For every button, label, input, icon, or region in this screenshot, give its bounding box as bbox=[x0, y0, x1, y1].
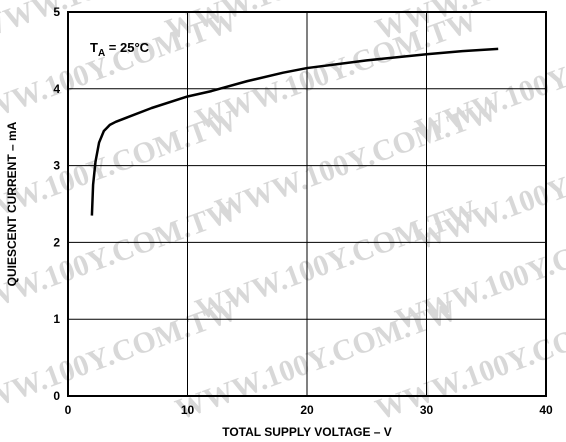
x-tick-label: 0 bbox=[65, 403, 72, 417]
annotation: TA = 25°C bbox=[90, 40, 150, 59]
x-tick-label: 20 bbox=[300, 403, 314, 417]
watermarks: WWW.100Y.COM.TWWWW.100Y.COM.TWWWW.100Y.C… bbox=[0, 0, 566, 427]
y-tick-label: 0 bbox=[53, 389, 60, 403]
y-tick-label: 2 bbox=[53, 235, 60, 249]
y-tick-label: 1 bbox=[53, 312, 60, 326]
y-tick-label: 4 bbox=[53, 82, 60, 96]
x-tick-label: 10 bbox=[181, 403, 195, 417]
plot-frame bbox=[67, 11, 547, 397]
x-tick-label: 30 bbox=[420, 403, 434, 417]
x-tick-label: 40 bbox=[539, 403, 553, 417]
y-tick-label: 3 bbox=[53, 159, 60, 173]
plot bbox=[90, 47, 499, 216]
x-axis-title: TOTAL SUPPLY VOLTAGE – V bbox=[222, 425, 392, 439]
y-axis-title: QUIESCENT CURRENT – mA bbox=[5, 121, 19, 286]
y-tick-label: 5 bbox=[53, 5, 60, 19]
data-line bbox=[90, 47, 499, 216]
